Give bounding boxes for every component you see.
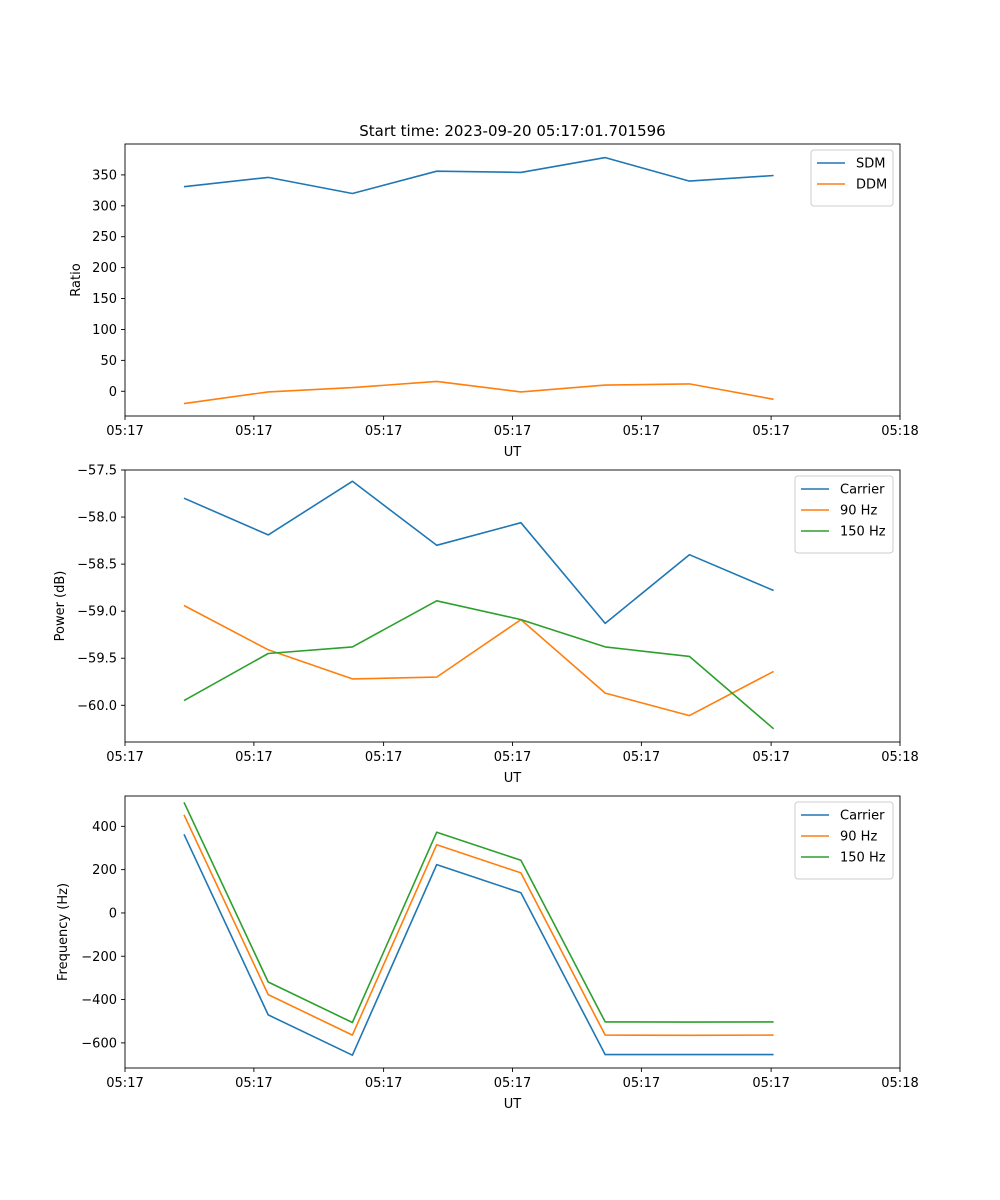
y-tick-label: 350 (92, 168, 117, 183)
legend-box (794, 475, 894, 554)
x-tick-label: 05:17 (235, 1076, 272, 1091)
legend: SDM DDM (810, 149, 894, 207)
y-tick-label: 400 (92, 820, 117, 835)
y-tick-label: −58.5 (77, 558, 117, 573)
y-axis-label: Ratio (69, 263, 84, 296)
x-tick-label: 05:18 (881, 424, 918, 439)
x-tick-label: 05:17 (235, 750, 272, 765)
series-line-ddm (183, 380, 774, 405)
legend: Carrier 90 Hz 150 Hz (794, 801, 894, 880)
legend-label: SDM (856, 157, 885, 172)
series-line-150-hz (183, 599, 775, 730)
legend-label: 90 Hz (840, 830, 877, 845)
y-tick-label: 0 (109, 906, 117, 921)
y-tick-label: −59.0 (77, 605, 117, 620)
x-tick-label: 05:17 (106, 424, 143, 439)
panel-power: UT Power (dB) 05:17 05:17 05:17 05:17 05:17 0… (53, 464, 919, 787)
y-tick-label: −600 (81, 1036, 117, 1051)
x-axis-label: UT (504, 771, 522, 786)
legend-label: 150 Hz (840, 851, 886, 866)
y-tick-label: −59.5 (77, 652, 117, 667)
legend-label: Carrier (840, 483, 885, 498)
x-tick-label: 05:18 (881, 750, 918, 765)
y-tick-label: 100 (92, 323, 117, 338)
x-axis-label: UT (504, 445, 522, 460)
legend-box (794, 801, 894, 880)
series-line-carrier (183, 480, 774, 625)
y-tick-label: 0 (109, 385, 117, 400)
x-tick-label: 05:17 (752, 1076, 789, 1091)
x-tick-label: 05:17 (623, 1076, 660, 1091)
series-line-carrier (183, 833, 774, 1056)
y-axis-label: Frequency (Hz) (56, 883, 71, 981)
x-tick-label: 05:17 (235, 424, 272, 439)
series-line-sdm (183, 156, 774, 195)
x-tick-label: 05:17 (494, 1076, 531, 1091)
y-tick-label: −400 (81, 993, 117, 1008)
x-tick-label: 05:17 (623, 750, 660, 765)
y-tick-label: 200 (92, 261, 117, 276)
y-tick-label: −58.0 (77, 511, 117, 526)
y-tick-label: −57.5 (77, 464, 117, 479)
panel-frequency: UT Frequency (Hz) 05:17 05:17 05:17 05:17 05… (56, 795, 919, 1112)
x-tick-label: 05:17 (365, 424, 402, 439)
y-tick-label: 300 (92, 199, 117, 214)
x-tick-label: 05:17 (106, 750, 143, 765)
y-tick-label: 200 (92, 863, 117, 878)
y-tick-label: 150 (92, 292, 117, 307)
x-tick-label: 05:17 (494, 750, 531, 765)
legend-label: DDM (856, 178, 887, 193)
x-tick-label: 05:17 (494, 424, 531, 439)
x-tick-label: 05:17 (365, 750, 402, 765)
x-tick-label: 05:17 (752, 750, 789, 765)
x-tick-label: 05:17 (106, 1076, 143, 1091)
y-tick-label: −200 (81, 950, 117, 965)
legend: Carrier 90 Hz 150 Hz (794, 475, 894, 554)
series-line-150-hz (183, 801, 774, 1024)
y-tick-label: 250 (92, 230, 117, 245)
legend-label: 90 Hz (840, 504, 877, 519)
x-axis-label: UT (504, 1097, 522, 1112)
series-line-90-hz (183, 604, 774, 717)
x-tick-label: 05:17 (365, 1076, 402, 1091)
x-tick-label: 05:17 (752, 424, 789, 439)
y-axis-label: Power (dB) (53, 571, 68, 642)
panel-ratio: Start time: 2023-09-20 05:17:01.701596 U… (69, 122, 919, 460)
x-tick-label: 05:17 (623, 424, 660, 439)
legend-label: Carrier (840, 809, 885, 824)
y-tick-label: −60.0 (77, 699, 117, 714)
series-line-90-hz (183, 814, 774, 1037)
chart-title: Start time: 2023-09-20 05:17:01.701596 (359, 122, 665, 140)
legend-box (810, 149, 894, 207)
y-tick-label: 50 (100, 354, 117, 369)
legend-label: 150 Hz (840, 525, 886, 540)
x-tick-label: 05:18 (881, 1076, 918, 1091)
